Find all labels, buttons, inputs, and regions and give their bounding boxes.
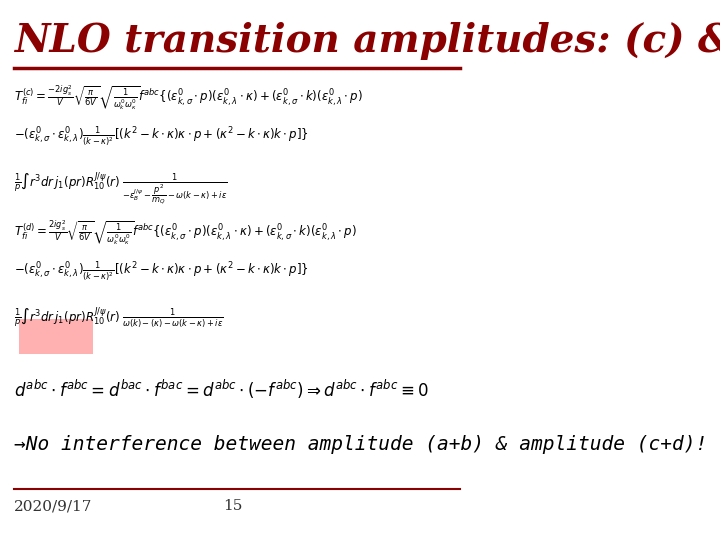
Text: $-(\varepsilon_{k,\sigma}^0 \cdot \varepsilon_{k,\lambda}^0)\frac{1}{(k-\kappa)^: $-(\varepsilon_{k,\sigma}^0 \cdot \varep… [14, 260, 309, 285]
Text: $\frac{1}{p}\int r^3 dr\, j_1(pr)R_{10}^{J/\psi}(r)\;\frac{1}{-\varepsilon_B^{J/: $\frac{1}{p}\int r^3 dr\, j_1(pr)R_{10}^… [14, 171, 228, 206]
Text: $T_{fi}^{(c)} = \frac{-2ig_s^2}{V}\sqrt{\frac{\pi}{6V}}\sqrt{\frac{1}{\omega_k^0: $T_{fi}^{(c)} = \frac{-2ig_s^2}{V}\sqrt{… [14, 84, 363, 113]
Text: $\frac{1}{p}\int r^3 dr\, j_1(pr)R_{10}^{J/\psi}(r)\;\frac{1}{\omega(k)-(\kappa): $\frac{1}{p}\int r^3 dr\, j_1(pr)R_{10}^… [14, 306, 223, 330]
Text: 2020/9/17: 2020/9/17 [14, 500, 92, 514]
Bar [19, 319, 93, 354]
Text: 15: 15 [222, 500, 242, 514]
Text: $d^{abc} \cdot f^{abc} = d^{bac} \cdot f^{bac} = d^{abc} \cdot (-f^{abc}) \Right: $d^{abc} \cdot f^{abc} = d^{bac} \cdot f… [14, 378, 429, 401]
Text: $T_{fi}^{(d)} = \frac{2ig_s^2}{V}\sqrt{\frac{\pi}{6V}}\sqrt{\frac{1}{\omega_k^0\: $T_{fi}^{(d)} = \frac{2ig_s^2}{V}\sqrt{\… [14, 219, 357, 248]
Text: →No interference between amplitude (a+b) & amplitude (c+d)!: →No interference between amplitude (a+b)… [14, 435, 707, 454]
Text: NLO transition amplitudes: (c) & (d): NLO transition amplitudes: (c) & (d) [14, 22, 720, 59]
Text: $-(\varepsilon_{k,\sigma}^0 \cdot \varepsilon_{k,\lambda}^0)\frac{1}{(k-\kappa)^: $-(\varepsilon_{k,\sigma}^0 \cdot \varep… [14, 124, 309, 148]
